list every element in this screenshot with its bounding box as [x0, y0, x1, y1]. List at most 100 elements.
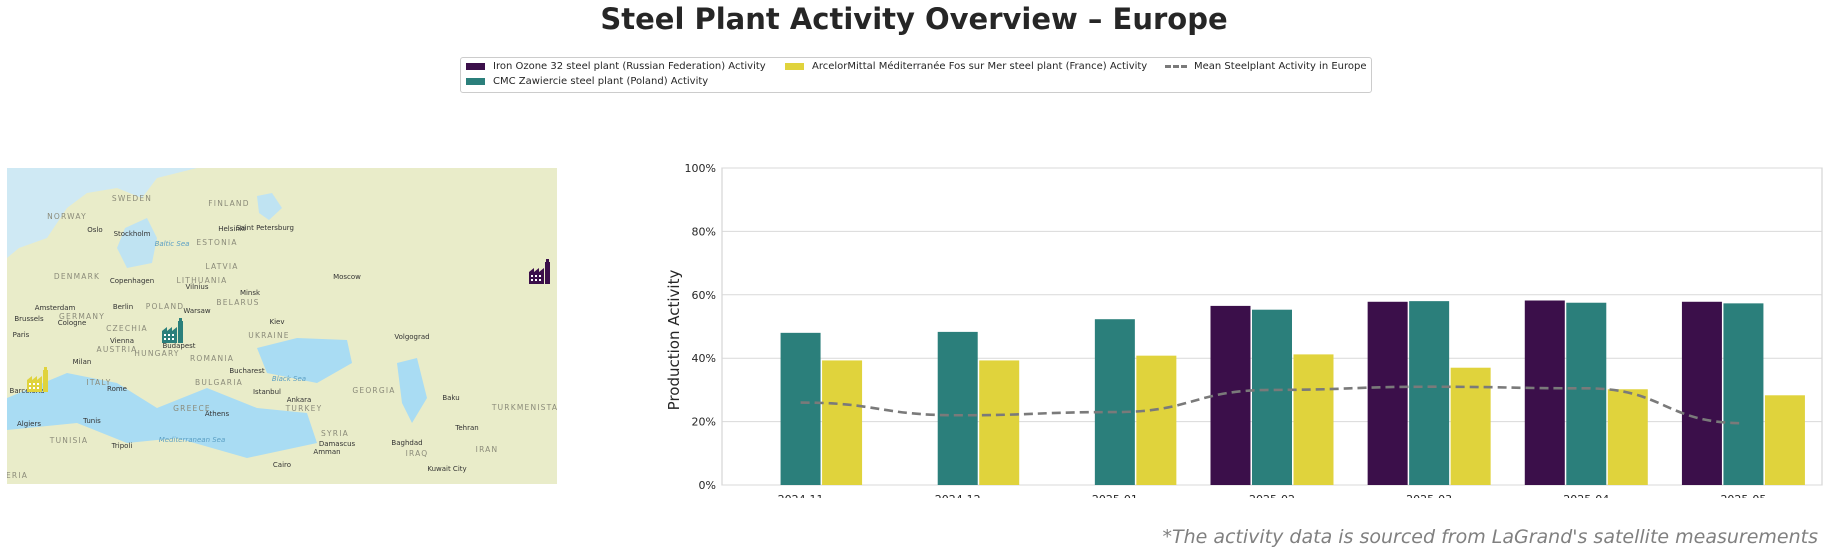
x-tick-label: 2025-02	[1249, 493, 1295, 498]
map-baltic-sea	[117, 218, 157, 268]
x-tick-label: 2025-03	[1406, 493, 1452, 498]
map-label-turkey: TURKEY	[285, 404, 323, 413]
map-label-amsterdam: Amsterdam	[35, 304, 76, 312]
europe-map: SWEDEN FINLAND NORWAY Oslo Stockholm Helsinki…	[7, 168, 557, 484]
map-label-bulgaria: BULGARIA	[195, 378, 243, 387]
bar-iron-ozone-2025-04	[1524, 300, 1565, 485]
map-label-amman: Amman	[313, 448, 340, 456]
map-label-athens: Athens	[205, 410, 230, 418]
bar-chart: 0% 20% 40% 60% 80% 100% 2024-11 2024-12 2025-01 2…	[665, 162, 1823, 498]
map-label-milan: Milan	[73, 358, 92, 366]
map-label-kuwait-city: Kuwait City	[427, 465, 466, 473]
map-mediterranean-sea	[7, 373, 317, 458]
map-label-stockholm: Stockholm	[114, 230, 151, 238]
map-label-cologne: Cologne	[58, 319, 87, 327]
bar-arcelormittal-m-diterran-e-2024-12	[979, 360, 1020, 485]
map-label-greece: GREECE	[173, 404, 211, 413]
map-label-moscow: Moscow	[333, 273, 361, 281]
legend-label-cmc-zawiercie: CMC Zawiercie steel plant (Poland) Activ…	[493, 76, 709, 87]
legend-swatch-cmc-zawiercie	[466, 78, 485, 85]
bar-cmc-zawiercie-2025-04	[1566, 302, 1607, 485]
factory-icon	[529, 259, 550, 284]
map-label-vienna: Vienna	[110, 337, 134, 345]
map-label-tunis: Tunis	[82, 417, 101, 425]
map-label-belarus: BELARUS	[216, 298, 259, 307]
map-label-cairo: Cairo	[273, 461, 291, 469]
map-label-helsinki: Helsinki	[218, 225, 246, 233]
map-label-poland: POLAND	[146, 302, 185, 311]
chart-legend: Iron Ozone 32 steel plant (Russian Feder…	[460, 57, 1372, 93]
map-label-saint-petersburg: Saint Petersburg	[236, 224, 294, 232]
map-label-kiev: Kiev	[270, 318, 285, 326]
x-tick-label: 2025-05	[1720, 493, 1766, 498]
map-label-finland: FINLAND	[208, 199, 249, 208]
map-black-sea	[257, 338, 352, 383]
bar-arcelormittal-m-diterran-e-2025-04	[1607, 389, 1648, 485]
bar-iron-ozone-2025-02	[1210, 305, 1251, 485]
legend-item-mean-activity: Mean Steelplant Activity in Europe	[1165, 61, 1367, 72]
map-label-latvia: LATVIA	[205, 262, 238, 271]
map-label-estonia: ESTONIA	[196, 238, 237, 247]
bar-cmc-zawiercie-2025-01	[1094, 319, 1135, 485]
y-tick-label: 20%	[692, 416, 716, 429]
footnote: *The activity data is sourced from LaGra…	[1162, 526, 1818, 548]
legend-label-arcelormittal: ArcelorMittal Méditerranée Fos sur Mer s…	[812, 61, 1148, 72]
map-label-tunisia: TUNISIA	[49, 436, 88, 445]
legend-swatch-iron-ozone	[466, 63, 485, 70]
factory-icon	[27, 367, 48, 392]
map-label-berlin: Berlin	[113, 303, 133, 311]
legend-label-iron-ozone: Iron Ozone 32 steel plant (Russian Feder…	[493, 61, 766, 72]
x-tick-label: 2025-04	[1563, 493, 1609, 498]
map-label-syria: SYRIA	[321, 429, 349, 438]
x-tick-label: 2024-11	[778, 493, 824, 498]
map-label-italy: ITALY	[86, 378, 111, 387]
legend-swatch-arcelormittal	[785, 63, 804, 70]
map-label-oslo: Oslo	[87, 226, 102, 234]
map-label-turkmenista: TURKMENISTA	[491, 403, 557, 412]
map-label-damascus: Damascus	[319, 440, 356, 448]
map-markers	[27, 259, 550, 392]
map-label-budapest: Budapest	[162, 342, 195, 350]
map-label-baghdad: Baghdad	[391, 439, 422, 447]
bar-arcelormittal-m-diterran-e-2025-03	[1450, 367, 1491, 485]
map-label-ukraine: UKRAINE	[248, 331, 289, 340]
bar-arcelormittal-m-diterran-e-2025-02	[1293, 354, 1334, 485]
legend-item-arcelormittal: ArcelorMittal Méditerranée Fos sur Mer s…	[785, 61, 1147, 72]
legend-line-mean-activity	[1165, 65, 1187, 68]
bar-arcelormittal-m-diterran-e-2025-05	[1764, 395, 1805, 485]
bar-cmc-zawiercie-2025-05	[1723, 303, 1764, 485]
map-label-iran: IRAN	[476, 445, 499, 454]
map-label-algiers: Algiers	[17, 420, 41, 428]
y-tick-label: 40%	[692, 352, 716, 365]
map-label-sweden: SWEDEN	[112, 194, 152, 203]
map-label-baku: Baku	[442, 394, 459, 402]
x-tick-label: 2025-01	[1092, 493, 1138, 498]
bar-iron-ozone-2025-03	[1367, 301, 1408, 485]
map-label-iraq: IRAQ	[406, 449, 429, 458]
legend-item-iron-ozone: Iron Ozone 32 steel plant (Russian Feder…	[466, 61, 766, 72]
map-label-istanbul: Istanbul	[253, 388, 281, 396]
map-label-volgograd: Volgograd	[394, 333, 429, 341]
chart-axes: 0% 20% 40% 60% 80% 100% 2024-11 2024-12 2025-01 2…	[685, 162, 1767, 498]
map-label-austria: AUSTRIA	[97, 345, 138, 354]
page-title: Steel Plant Activity Overview – Europe	[600, 2, 1228, 36]
map-label-lithuania: LITHUANIA	[177, 276, 228, 285]
bar-iron-ozone-2025-05	[1681, 301, 1722, 485]
y-axis-label: Production Activity	[665, 270, 683, 411]
bar-cmc-zawiercie-2024-12	[937, 331, 978, 485]
map-label-bucharest: Bucharest	[229, 367, 264, 375]
map-label-tripoli: Tripoli	[111, 442, 133, 450]
map-label-eria: ERIA	[7, 471, 28, 480]
map-label-ankara: Ankara	[287, 396, 312, 404]
mean-activity-line	[800, 385, 1744, 425]
map-label-minsk: Minsk	[240, 289, 261, 297]
map-label-czechia: CZECHIA	[106, 324, 148, 333]
map-label-romania: ROMANIA	[190, 354, 234, 363]
map-label-tehran: Tehran	[454, 424, 478, 432]
map-label-denmark: DENMARK	[54, 272, 100, 281]
map-label-mediterranean-sea: Mediterranean Sea	[159, 436, 226, 444]
map-caspian-sea	[397, 358, 427, 423]
bar-cmc-zawiercie-2025-02	[1252, 309, 1292, 485]
y-tick-label: 80%	[692, 225, 716, 238]
map-label-paris: Paris	[13, 331, 30, 339]
